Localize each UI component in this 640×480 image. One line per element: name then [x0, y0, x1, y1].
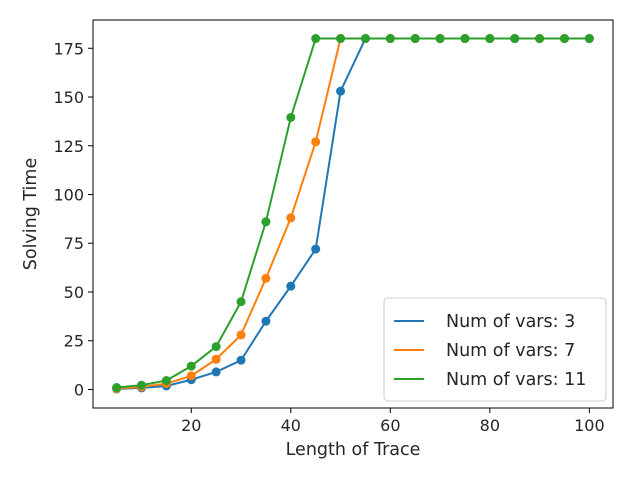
- series-point: [261, 217, 271, 227]
- y-tick-label: 125: [53, 137, 84, 156]
- series-point: [137, 380, 147, 390]
- series-point: [286, 281, 296, 291]
- series-layer: [112, 34, 594, 394]
- x-tick-label: 20: [181, 416, 201, 435]
- series-point: [236, 330, 246, 340]
- series-3: [112, 34, 594, 393]
- series-point: [311, 34, 321, 44]
- series-point: [435, 34, 445, 44]
- y-tick-label: 50: [64, 283, 84, 302]
- series-point: [535, 34, 545, 44]
- series-point: [410, 34, 420, 44]
- series-point: [211, 354, 221, 364]
- series-point: [211, 367, 221, 377]
- series-point: [112, 383, 122, 393]
- legend-box: [383, 297, 607, 402]
- legend: Num of vars: 3 Num of vars: 7 Num of vars:…: [383, 297, 607, 402]
- series-point: [311, 137, 321, 147]
- series-point: [559, 34, 569, 44]
- series-point: [211, 342, 221, 352]
- series-point: [186, 361, 196, 371]
- series-point: [510, 34, 520, 44]
- series-point: [460, 34, 470, 44]
- series-point: [385, 34, 395, 44]
- y-tick-label: 175: [53, 39, 84, 58]
- legend-label: Num of vars: 3: [446, 312, 575, 332]
- series-point: [161, 376, 171, 386]
- y-tick-label: 75: [64, 234, 84, 253]
- series-point: [584, 34, 594, 44]
- series-point: [360, 34, 370, 44]
- x-axis-ticks: 20 40 60 80 100: [181, 408, 605, 435]
- y-tick-label: 25: [64, 332, 84, 351]
- x-tick-label: 100: [574, 416, 605, 435]
- y-tick-label: 150: [53, 88, 84, 107]
- x-axis-label: Length of Trace: [286, 440, 421, 460]
- y-tick-label: 0: [74, 380, 84, 399]
- series-point: [236, 297, 246, 307]
- legend-label: Num of vars: 7: [446, 341, 575, 361]
- legend-label: Num of vars: 11: [446, 370, 586, 390]
- series-point: [311, 244, 321, 254]
- y-tick-label: 100: [53, 186, 84, 205]
- series-point: [261, 273, 271, 283]
- series-point: [261, 316, 271, 326]
- y-axis-ticks: 0 25 50 75 100 125 150 175: [53, 39, 93, 399]
- series-point: [336, 34, 346, 44]
- series-point: [186, 371, 196, 381]
- series-point: [286, 213, 296, 223]
- series-point: [485, 34, 495, 44]
- x-tick-label: 60: [380, 416, 400, 435]
- series-point: [236, 355, 246, 365]
- series-point: [336, 86, 346, 96]
- y-axis-label: Solving Time: [21, 158, 41, 271]
- x-tick-label: 40: [281, 416, 301, 435]
- plot-frame: [92, 19, 614, 409]
- x-tick-label: 80: [480, 416, 500, 435]
- series-point: [286, 112, 296, 122]
